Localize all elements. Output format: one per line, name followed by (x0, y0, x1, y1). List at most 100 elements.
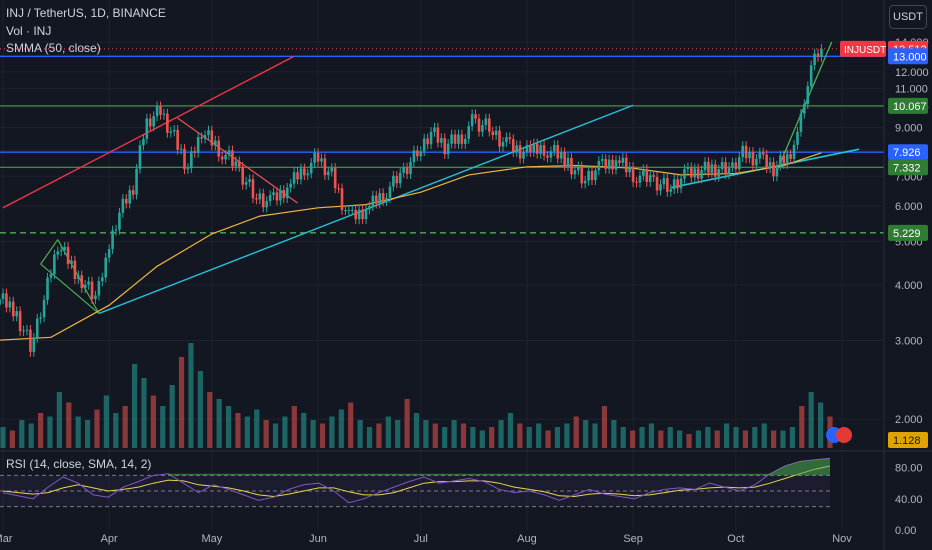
candle-body (56, 251, 60, 255)
volume-bar (545, 430, 551, 448)
candle-body (508, 137, 512, 140)
candle-body (323, 158, 327, 176)
smma-legend[interactable]: SMMA (50, close) (6, 41, 101, 55)
volume-legend[interactable]: Vol · INJ (6, 24, 52, 38)
candle-body (200, 137, 203, 139)
candle-body (203, 135, 207, 139)
volume-bar (573, 416, 579, 448)
candle-body (446, 143, 450, 155)
volume-bar (460, 423, 467, 448)
candle-body (224, 154, 227, 160)
volume-bar (366, 427, 373, 448)
volume-bar (122, 406, 128, 448)
candle-body (515, 145, 518, 152)
candle-body (440, 138, 443, 143)
candle-body (511, 139, 515, 152)
price-tags: 13.512INJUSDT13.00010.0677.9267.3325.229… (840, 40, 928, 448)
candle-body (559, 152, 563, 159)
candle-body (611, 159, 614, 170)
candle-body (498, 130, 501, 147)
candle-body (450, 134, 453, 144)
green-wedge-lower (40, 263, 100, 314)
candle-body (0, 299, 1, 305)
candle-body (426, 138, 429, 145)
candle-body (652, 175, 655, 177)
candle-body (306, 173, 310, 176)
candle-body (320, 158, 323, 162)
volume-bar (667, 427, 673, 448)
rsi-tick-label: 80.00 (895, 463, 923, 475)
candle-body (720, 162, 724, 170)
volume-bar (9, 430, 15, 448)
candle-body (587, 170, 590, 181)
symbol-tag-label: INJUSDT (844, 45, 886, 56)
candle-body (107, 249, 111, 258)
volume-bar (376, 423, 382, 448)
volume-bar (338, 409, 344, 448)
rsi-legend[interactable]: RSI (14, close, SMA, 14, 2) (6, 457, 152, 471)
candle-body (532, 143, 536, 152)
volume-bar (131, 364, 138, 448)
candle-body (724, 162, 727, 175)
volume-bar (742, 430, 749, 448)
candle-body (121, 198, 125, 213)
candle-body (35, 318, 39, 338)
candle-body (361, 209, 364, 219)
red-trend-line (2, 55, 295, 209)
candle-body (744, 145, 748, 159)
candle-body (128, 190, 132, 204)
candle-body (594, 170, 597, 181)
candle-body (686, 167, 690, 170)
volume-bar (160, 406, 166, 448)
volume-bar (235, 413, 241, 448)
candle-body (768, 162, 772, 169)
flag-icon[interactable] (836, 427, 852, 443)
candle-body (8, 301, 12, 308)
price-tag-bg (888, 144, 928, 161)
candle-body (330, 167, 334, 172)
candle-body (316, 153, 320, 162)
candle-body (66, 246, 70, 265)
volume-bar (677, 430, 683, 448)
candle-body (118, 212, 121, 230)
volume-bar (207, 392, 213, 448)
candle-body (344, 210, 347, 212)
candle-body (179, 148, 183, 150)
volume-bar (583, 420, 589, 448)
candle-body (39, 317, 42, 319)
volume-bar (432, 423, 438, 448)
volume-bar (310, 420, 316, 448)
candle-body (327, 171, 330, 176)
symbol-legend[interactable]: INJ / TetherUS, 1D, BINANCE (6, 6, 166, 20)
candle-body (385, 197, 388, 201)
volume-bar (752, 427, 758, 448)
volume-bar (282, 416, 288, 448)
volume-bar (75, 416, 81, 448)
volume-bar (19, 420, 25, 448)
candle-body (416, 150, 419, 157)
candle-body (299, 168, 303, 180)
currency-selector[interactable]: USDT (889, 5, 927, 29)
volume-bar (423, 420, 429, 448)
candle-body (789, 154, 792, 159)
time-axis[interactable]: Mar Apr May Jun Jul Aug Sep Oct Nov (0, 533, 852, 545)
candle-body (124, 198, 128, 204)
candle-body (374, 195, 378, 204)
candle-body (751, 151, 755, 166)
candle-body (303, 168, 306, 176)
price-tag-value: 7.926 (893, 147, 921, 159)
candle-body (155, 106, 159, 117)
candle-body (628, 166, 631, 173)
candle-body (696, 168, 700, 179)
volume-bar (498, 420, 504, 448)
volume-bar (479, 430, 485, 448)
candle-body (135, 168, 138, 195)
rsi-tick-label: 0.00 (895, 525, 916, 537)
candle-body (255, 198, 258, 200)
candle-body (354, 209, 358, 220)
volume-bar (526, 427, 532, 448)
candle-body (268, 195, 272, 202)
candle-body (494, 130, 498, 136)
candle-body (87, 281, 90, 285)
